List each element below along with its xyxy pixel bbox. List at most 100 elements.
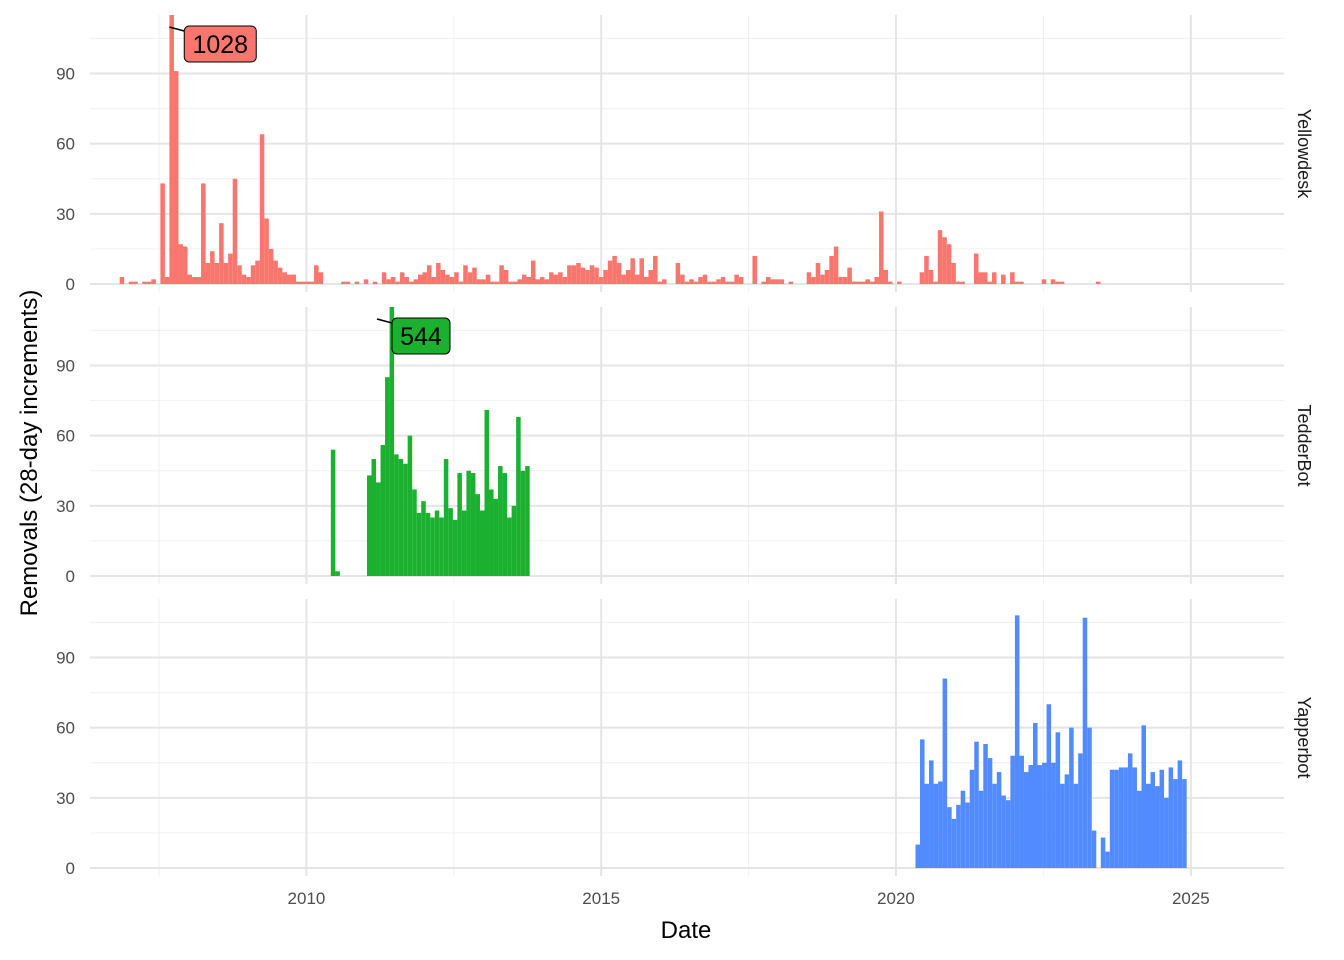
bar — [412, 489, 417, 576]
bar — [463, 265, 468, 284]
peak-callout — [183, 25, 257, 63]
y-tick-label: 90 — [56, 648, 75, 667]
bar — [449, 276, 455, 284]
bar — [498, 466, 503, 576]
x-tick-label: 2010 — [288, 889, 326, 908]
peak-callout-label: 1028 — [192, 31, 248, 59]
bar — [520, 470, 526, 576]
bar — [1019, 755, 1024, 868]
bar — [390, 276, 396, 284]
bar — [996, 772, 1002, 868]
bar — [404, 276, 409, 284]
bar — [1051, 762, 1056, 868]
bar — [657, 281, 663, 284]
bar — [1150, 772, 1156, 868]
bar — [142, 281, 147, 284]
bar — [273, 260, 278, 284]
bar — [431, 276, 437, 284]
bar — [869, 281, 875, 284]
bar — [295, 281, 301, 284]
bar — [576, 262, 581, 284]
bar — [960, 281, 965, 284]
bar — [621, 274, 626, 284]
bar — [860, 281, 866, 284]
bar — [526, 276, 531, 284]
bar — [525, 466, 530, 576]
bar — [385, 377, 390, 576]
strip-label: Yellowdesk — [1294, 109, 1314, 199]
bar — [268, 248, 274, 284]
bar — [928, 269, 934, 284]
bar — [503, 269, 509, 284]
bar — [485, 274, 491, 284]
bar — [1014, 281, 1020, 284]
y-tick-label: 60 — [56, 135, 75, 154]
bar — [1118, 767, 1124, 868]
bar — [1095, 281, 1101, 284]
bar — [371, 459, 377, 576]
bar — [1155, 786, 1160, 868]
bar — [178, 244, 183, 284]
bar — [398, 459, 404, 576]
bar — [544, 279, 550, 284]
bar — [738, 276, 744, 284]
bar — [436, 262, 441, 284]
bar — [476, 279, 482, 284]
bar — [223, 262, 229, 284]
bar — [484, 409, 490, 576]
bar — [151, 279, 156, 284]
bar — [571, 265, 577, 284]
bar — [259, 134, 265, 284]
bar — [169, 15, 174, 284]
bar — [467, 272, 473, 284]
bar — [394, 454, 399, 576]
bar — [448, 508, 453, 576]
bar — [549, 272, 554, 284]
bar — [335, 571, 340, 576]
bar — [395, 281, 400, 284]
bar — [300, 281, 306, 284]
bar — [403, 463, 408, 576]
bar — [445, 274, 450, 284]
bar — [458, 281, 464, 284]
bar — [1168, 767, 1174, 868]
bar — [897, 281, 902, 284]
bar — [558, 272, 563, 284]
bar — [865, 279, 870, 284]
facet-panel-yellowdesk: 0 30 60 90 1028 Yellowdesk — [56, 15, 1314, 294]
bar — [874, 276, 880, 284]
bar — [1114, 769, 1119, 868]
bar — [815, 262, 821, 284]
bar — [879, 211, 884, 284]
bar — [291, 274, 296, 284]
bar — [1141, 725, 1146, 868]
bar — [1010, 755, 1015, 868]
bar — [425, 512, 431, 576]
bar — [1001, 274, 1006, 284]
bar — [439, 517, 444, 576]
bar — [770, 279, 776, 284]
bar — [684, 281, 690, 284]
bar — [1164, 797, 1169, 868]
x-axis-title: Date — [661, 917, 712, 944]
bar — [1132, 767, 1137, 868]
bar — [1037, 765, 1043, 868]
bar — [228, 253, 233, 284]
bar — [973, 253, 979, 284]
peak-callout-label: 544 — [400, 323, 442, 351]
bar — [992, 272, 997, 284]
bar — [947, 807, 952, 868]
bar — [457, 473, 462, 576]
bar — [1069, 727, 1074, 868]
y-tick-label: 30 — [56, 497, 75, 516]
bar — [475, 494, 480, 576]
bar — [598, 276, 604, 284]
bar — [1064, 774, 1070, 868]
bar — [1145, 783, 1151, 868]
bar — [422, 272, 428, 284]
bar — [1087, 727, 1092, 868]
bar — [1010, 272, 1015, 284]
bar — [689, 279, 694, 284]
bar — [974, 741, 979, 868]
bar — [305, 281, 310, 284]
